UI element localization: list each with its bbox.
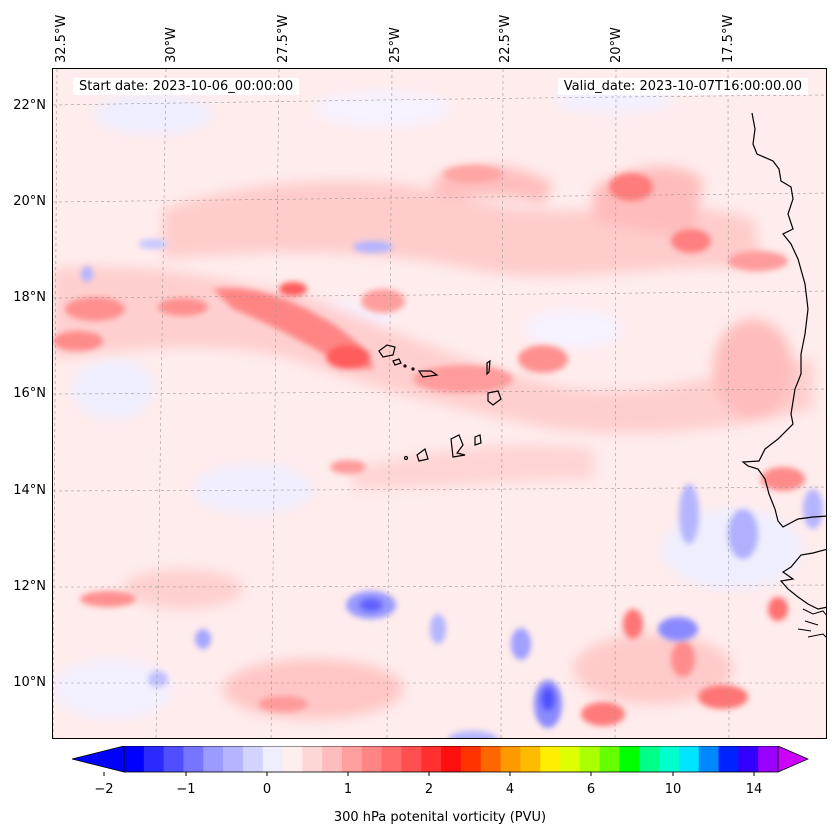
graticule <box>53 69 826 738</box>
lon-label-17-5w: 17.5°W <box>721 14 736 63</box>
cape-verde-islands <box>378 344 502 462</box>
colorbar-segment <box>540 746 561 772</box>
colorbar-tick: 6 <box>586 782 596 797</box>
colorbar-under-arrow <box>71 746 125 773</box>
lat-label-12n: 12°N <box>13 579 46 594</box>
colorbar-segment <box>698 746 720 772</box>
colorbar-segment <box>560 746 581 772</box>
colorbar-segment <box>223 746 244 772</box>
colorbar-segment <box>500 746 521 772</box>
colorbar-over-arrow <box>777 746 810 773</box>
colorbar-segment <box>758 746 779 772</box>
lat-label-14n: 14°N <box>13 483 46 498</box>
island-santa-luzia <box>403 364 407 368</box>
colorbar-tick: −1 <box>176 782 196 797</box>
lon-label-27-5w: 27.5°W <box>276 14 291 63</box>
colorbar-segment <box>322 746 343 772</box>
island-boa-vista <box>487 390 502 406</box>
colorbar-segment <box>599 746 620 772</box>
colorbar-tick: 2 <box>424 782 434 797</box>
island-fogo <box>416 448 429 462</box>
start-date-label: Start date: 2023-10-06_00:00:00 <box>73 78 300 95</box>
colorbar-segment <box>619 746 640 772</box>
colorbar-title: 300 hPa potenital vorticity (PVU) <box>333 810 547 825</box>
colorbar-segment <box>460 746 482 772</box>
colorbar-tick: 0 <box>262 782 272 797</box>
colorbar-segment <box>738 746 759 772</box>
island-sao-nicolau-west <box>411 367 415 371</box>
colorbar <box>71 746 810 776</box>
colorbar-segment <box>183 746 204 772</box>
lat-label-18n: 18°N <box>13 290 46 305</box>
valid-date-label: Valid_date: 2023-10-07T16:00:00.00 <box>557 78 808 95</box>
colorbar-segment <box>342 746 363 772</box>
lon-label-25w: 25°W <box>388 27 403 63</box>
colorbar-segment <box>361 746 383 772</box>
pv-field <box>53 69 826 738</box>
colorbar-tick: 1 <box>343 782 353 797</box>
colorbar-tick: −2 <box>94 782 114 797</box>
pv-red-cores <box>53 165 805 726</box>
guinea-coastline <box>779 548 826 610</box>
colorbar-segment <box>678 746 700 772</box>
colorbar-segment <box>381 746 402 772</box>
lat-label-22n: 22°N <box>13 98 46 113</box>
pv-blue-patches <box>81 239 823 738</box>
coast-islands <box>797 608 826 638</box>
colorbar-segment <box>302 746 323 772</box>
colorbar-segment <box>579 746 601 772</box>
colorbar-segment <box>203 746 224 772</box>
colorbar-segment <box>262 746 284 772</box>
colorbar-segment <box>421 746 442 772</box>
africa-coastline <box>741 112 826 528</box>
island-brava <box>403 455 409 461</box>
island-sao-vicente <box>392 358 402 366</box>
island-sal <box>486 359 491 376</box>
colorbar-segment <box>124 746 145 772</box>
colorbar-segment <box>718 746 739 772</box>
colorbar-segment <box>520 746 541 772</box>
colorbar-segment <box>639 746 660 772</box>
lon-label-30w: 30°W <box>164 27 179 63</box>
colorbar-frame <box>123 746 779 773</box>
colorbar-tick: 10 <box>664 782 682 797</box>
colorbar-segment <box>480 746 502 772</box>
colorbar-tick: 14 <box>745 782 763 797</box>
colorbar-segment <box>401 746 422 772</box>
lat-label-10n: 10°N <box>13 675 46 690</box>
colorbar-segment <box>143 746 165 772</box>
lon-label-32-5w: 32.5°W <box>54 14 69 63</box>
colorbar-segment <box>163 746 184 772</box>
island-sao-nicolau <box>417 370 439 378</box>
colorbar-segment <box>441 746 462 772</box>
colorbar-segment <box>282 746 303 772</box>
lat-label-16n: 16°N <box>13 386 46 401</box>
colorbar-tick: 4 <box>505 782 515 797</box>
island-santiago <box>450 434 466 458</box>
island-maio <box>474 434 482 446</box>
pv-pink-bands <box>53 166 813 719</box>
lon-label-20w: 20°W <box>609 27 624 63</box>
lon-label-22-5w: 22.5°W <box>498 14 513 63</box>
island-santo-antao <box>378 344 396 358</box>
lat-label-20n: 20°N <box>13 194 46 209</box>
map-panel[interactable]: Start date: 2023-10-06_00:00:00 Valid_da… <box>52 68 827 739</box>
colorbar-segment <box>659 746 680 772</box>
colorbar-segment <box>242 746 264 772</box>
